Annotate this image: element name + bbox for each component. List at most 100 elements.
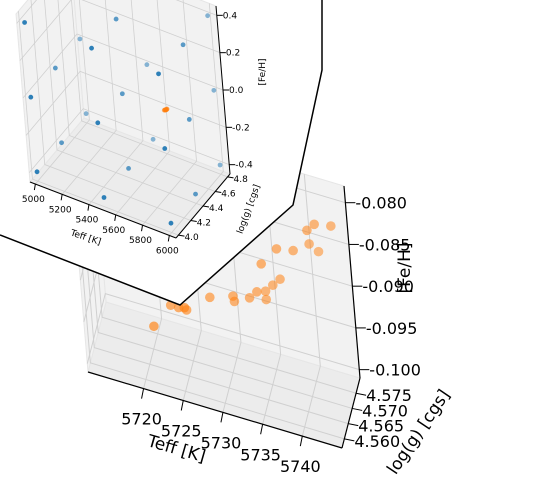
main-x-tick-mark <box>220 412 224 423</box>
inset-y-tick-mark <box>215 190 222 193</box>
inset-z-tick-label: -0.2 <box>232 123 250 133</box>
inset-x-gridline <box>61 0 117 195</box>
main-y-axis-line <box>341 377 361 449</box>
inset-data-point <box>156 71 161 77</box>
inset-x-tick-label: 5800 <box>129 236 152 246</box>
main-data-point <box>244 293 255 303</box>
inset-data-point <box>186 117 192 122</box>
main-y-tick-mark <box>352 407 363 411</box>
inset-z-gridline <box>16 0 217 24</box>
inset-data-point <box>77 36 83 42</box>
inset-data-point <box>193 191 198 197</box>
main-data-point <box>288 245 298 256</box>
inset-y-tick-label: 4.2 <box>197 219 211 229</box>
inset-x-gridline <box>88 0 144 205</box>
main-z-gridline <box>86 293 360 371</box>
main-data-point <box>205 292 215 303</box>
inset-y-gridline <box>57 0 216 192</box>
inset-data-point <box>144 62 150 68</box>
main-data-point <box>179 302 190 313</box>
inset-data-point <box>163 107 169 112</box>
main-y-tick-mark <box>344 438 355 442</box>
inset-z-tick-label: -0.4 <box>235 161 253 171</box>
main-data-point <box>313 246 324 257</box>
inset-x-gridline <box>168 3 224 236</box>
main-data-point <box>228 291 238 301</box>
inset-data-point <box>89 45 94 51</box>
main-data-point <box>260 286 271 296</box>
main-y-tick-mark <box>348 423 359 427</box>
main-z-axis-line <box>343 185 361 379</box>
inset-data-point <box>168 220 174 226</box>
inset-data-point <box>217 162 223 168</box>
inset-data-point <box>28 94 34 100</box>
main-z-tick-label: -0.095 <box>366 319 418 338</box>
inset-data-point <box>162 146 168 151</box>
inset-data-point <box>119 91 125 97</box>
inset-z-tick-label: 0.2 <box>226 49 240 59</box>
inset-x-tick-label: 6000 <box>156 246 179 256</box>
inset-y-gridline <box>44 0 204 207</box>
main-x-tick-label: 5720 <box>121 410 162 429</box>
inset-x-tick-label: 5200 <box>49 205 72 215</box>
main-data-point <box>304 239 314 249</box>
inset-y-gridline <box>30 0 191 221</box>
inset-z-tick-label: 0.0 <box>229 86 244 96</box>
inset-x-tick-label: 5000 <box>22 195 45 205</box>
inset-x-tick-label: 5400 <box>75 216 98 226</box>
main-data-point <box>271 244 282 254</box>
inset-y-tick-label: 4.8 <box>234 175 249 185</box>
inset-x-tick-mark <box>60 194 63 201</box>
inset-data-point <box>150 136 156 142</box>
inset-x-gridline <box>35 0 90 185</box>
inset-z-gridline <box>28 108 230 173</box>
inset-y-tick-label: 4.0 <box>184 233 199 243</box>
main-z-tick-label: -0.090 <box>362 277 414 296</box>
inset-data-point <box>22 20 27 25</box>
inset-y-tick-mark <box>190 220 197 223</box>
inset-x-tick-mark <box>114 214 117 221</box>
inset-y-tick-mark <box>178 234 185 237</box>
inset-x-tick-mark <box>33 183 36 191</box>
inset-z-gridline <box>22 33 224 99</box>
main-y-tick-mark <box>355 392 367 396</box>
inset-x-gridline <box>142 0 197 226</box>
main-data-point <box>256 259 267 269</box>
main-data-point <box>149 321 159 332</box>
inset-data-point <box>101 195 107 200</box>
main-z-tick-label: -0.085 <box>359 235 411 254</box>
main-z-tick-label: -0.080 <box>355 194 407 213</box>
main-x-gridline <box>301 174 321 437</box>
inset-y-tick-label: 4.6 <box>221 189 236 199</box>
inset-x-tick-mark <box>167 235 170 242</box>
inset-data-point <box>180 42 186 48</box>
inset-y-gridline <box>18 11 179 236</box>
inset-data-point <box>211 87 217 93</box>
main-z-tick-label: -0.100 <box>369 361 421 380</box>
inset-x-tick-mark <box>141 225 144 232</box>
inset-z-axis-title: [Fe/H] <box>258 58 268 85</box>
main-data-point <box>309 219 319 230</box>
inset-x-tick-label: 5600 <box>102 226 125 236</box>
inset-data-point <box>59 140 64 146</box>
main-data-point <box>261 294 272 305</box>
inset-z-gridline <box>19 0 221 61</box>
inset-border <box>0 0 323 306</box>
inset-y-tick-label: 4.4 <box>209 204 224 214</box>
main-x-tick-label: 5735 <box>240 445 281 464</box>
main-y-tick-label: 4.570 <box>362 401 408 420</box>
main-y-tick-label: 4.560 <box>354 432 400 451</box>
main-x-tick-label: 5740 <box>280 457 321 476</box>
main-x-tick-label: 5725 <box>161 422 202 441</box>
inset-y-tick-mark <box>202 205 210 208</box>
inset-data-point <box>52 65 58 71</box>
main-data-point <box>302 225 312 236</box>
inset-data-point <box>95 120 101 126</box>
main-x-tick-mark <box>299 436 303 447</box>
main-x-tick-mark <box>141 388 145 399</box>
inset-x-tick-mark <box>87 204 90 211</box>
main-x-tick-mark <box>180 400 184 411</box>
inset-data-point <box>83 111 89 117</box>
